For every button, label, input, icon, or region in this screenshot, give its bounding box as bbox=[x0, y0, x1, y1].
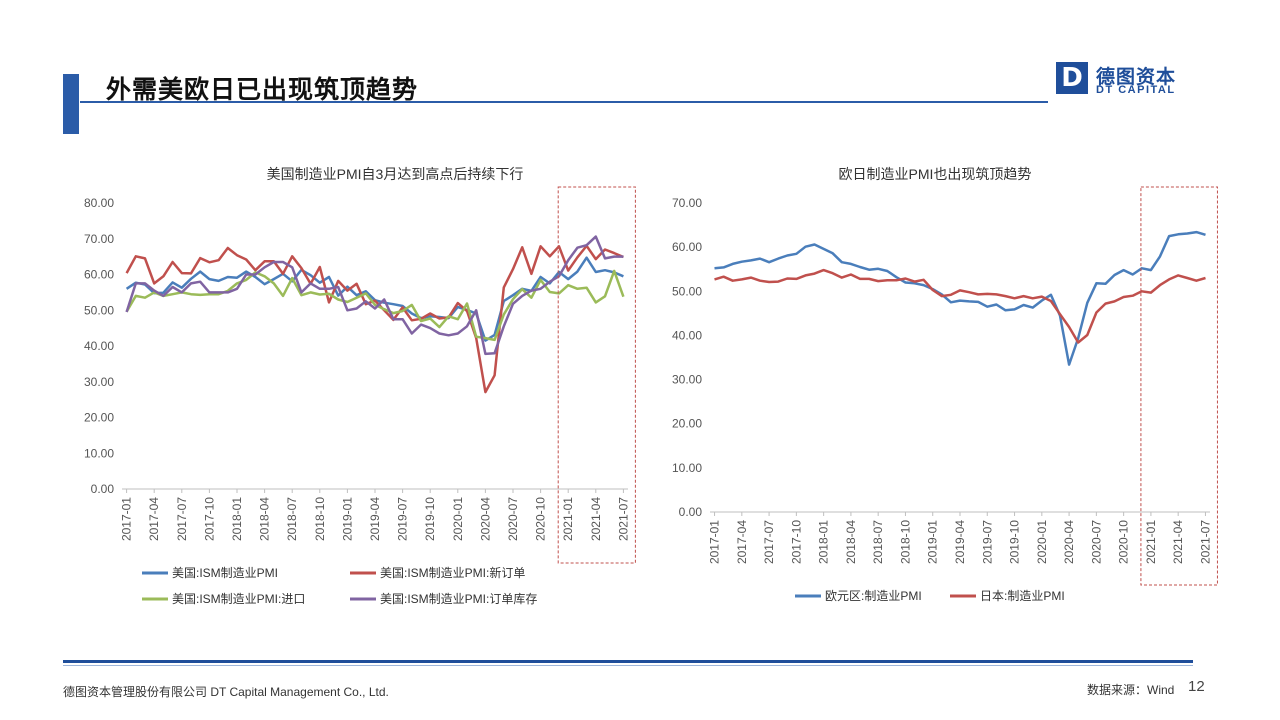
x-tick-label: 2019-10 bbox=[423, 497, 437, 541]
x-tick-label: 2020-01 bbox=[451, 497, 465, 541]
y-tick-label: 60.00 bbox=[672, 240, 702, 254]
us-pmi-chart: 0.00 10.00 20.00 30.00 40.00 50.00 60.00 70.00 8… bbox=[84, 186, 636, 606]
logo-english-name: DT CAPITAL bbox=[1096, 84, 1176, 96]
highlight-box bbox=[1140, 186, 1218, 586]
x-tick-label: 2021-04 bbox=[589, 497, 603, 541]
x-tick-label: 2018-10 bbox=[898, 520, 912, 564]
y-tick-label: 10.00 bbox=[84, 446, 114, 460]
y-tick-label: 30.00 bbox=[672, 373, 702, 387]
x-tick-label: 2019-04 bbox=[953, 520, 967, 564]
x-tick-label: 2021-04 bbox=[1171, 520, 1185, 564]
x-tick-label: 2021-01 bbox=[1144, 520, 1158, 564]
x-tick-label: 2018-07 bbox=[285, 497, 299, 541]
logo-chinese-name: 德图资本 bbox=[1096, 67, 1177, 88]
x-tick-label: 2020-07 bbox=[1089, 520, 1103, 564]
y-tick-label: 0.00 bbox=[679, 505, 703, 519]
x-tick-label: 2019-01 bbox=[340, 497, 354, 541]
right-chart-title: 欧日制造业PMI也出现筑顶趋势 bbox=[838, 166, 1032, 182]
x-tick-label: 2017-01 bbox=[708, 520, 722, 564]
x-tick-label: 2017-04 bbox=[147, 497, 161, 541]
legend-label: 美国:ISM制造业PMI bbox=[172, 566, 278, 580]
footer-source: 数据来源：Wind bbox=[1087, 683, 1175, 697]
legend-label: 欧元区:制造业PMI bbox=[825, 589, 922, 603]
eu-japan-pmi-chart: 0.00 10.00 20.00 30.00 40.00 50.00 60.00 70.00 2… bbox=[672, 186, 1218, 603]
legend-label: 美国:ISM制造业PMI:订单库存 bbox=[380, 591, 537, 606]
x-tick-label: 2021-01 bbox=[561, 497, 575, 541]
y-tick-label: 40.00 bbox=[672, 328, 702, 342]
x-tick-label: 2021-07 bbox=[1198, 520, 1212, 564]
x-tick-label: 2018-10 bbox=[313, 497, 327, 541]
x-tick-label: 2020-04 bbox=[478, 497, 492, 541]
y-tick-label: 80.00 bbox=[84, 196, 114, 210]
x-tick-label: 2020-10 bbox=[534, 497, 548, 541]
x-tick-label: 2018-07 bbox=[871, 520, 885, 564]
highlight-box bbox=[557, 186, 636, 564]
footer-rule-thin bbox=[63, 665, 1193, 666]
x-tick-label: 2017-10 bbox=[789, 520, 803, 564]
x-tick-label: 2020-04 bbox=[1062, 520, 1076, 564]
y-tick-label: 0.00 bbox=[91, 482, 115, 496]
y-tick-label: 70.00 bbox=[672, 196, 702, 210]
legend-label: 日本:制造业PMI bbox=[980, 589, 1065, 603]
x-tick-label: 2018-04 bbox=[844, 520, 858, 564]
x-tick-label: 2017-07 bbox=[762, 520, 776, 564]
y-tick-label: 50.00 bbox=[672, 284, 702, 298]
legend-label: 美国:ISM制造业PMI:新订单 bbox=[380, 565, 525, 580]
x-tick-label: 2020-10 bbox=[1117, 520, 1131, 564]
x-tick-label: 2019-07 bbox=[980, 520, 994, 564]
title-underline bbox=[80, 101, 1048, 103]
y-tick-label: 40.00 bbox=[84, 339, 114, 353]
x-tick-label: 2019-04 bbox=[368, 497, 382, 541]
x-tick-label: 2021-07 bbox=[616, 497, 630, 541]
page-number: 12 bbox=[1188, 678, 1205, 695]
x-tick-label: 2020-01 bbox=[1035, 520, 1049, 564]
left-chart-title: 美国制造业PMI自3月达到高点后持续下行 bbox=[266, 166, 524, 182]
y-tick-label: 60.00 bbox=[84, 268, 114, 282]
x-tick-label: 2018-01 bbox=[817, 520, 831, 564]
y-tick-label: 30.00 bbox=[84, 375, 114, 389]
x-tick-label: 2018-04 bbox=[258, 497, 272, 541]
series-line-1 bbox=[125, 256, 624, 342]
legend-label: 美国:ISM制造业PMI:进口 bbox=[172, 592, 305, 606]
y-tick-label: 20.00 bbox=[84, 411, 114, 425]
series-line-2 bbox=[125, 244, 624, 394]
series-line-1 bbox=[714, 230, 1206, 366]
title-accent-bar bbox=[63, 74, 79, 134]
y-tick-label: 70.00 bbox=[84, 232, 114, 246]
logo-mark: D bbox=[1056, 62, 1088, 94]
x-tick-label: 2020-07 bbox=[506, 497, 520, 541]
x-tick-label: 2019-07 bbox=[396, 497, 410, 541]
x-tick-label: 2019-01 bbox=[926, 520, 940, 564]
x-tick-label: 2017-01 bbox=[120, 497, 134, 541]
series-line-2 bbox=[714, 268, 1206, 344]
x-tick-label: 2017-10 bbox=[202, 497, 216, 541]
series-line-4 bbox=[125, 235, 624, 356]
y-tick-label: 50.00 bbox=[84, 303, 114, 317]
x-tick-label: 2019-10 bbox=[1008, 520, 1022, 564]
page-title: 外需美欧日已出现筑顶趋势 bbox=[106, 76, 419, 104]
y-tick-label: 20.00 bbox=[672, 417, 702, 431]
footer-rule bbox=[63, 660, 1193, 663]
x-tick-label: 2017-04 bbox=[735, 520, 749, 564]
x-tick-label: 2018-01 bbox=[230, 497, 244, 541]
series-line-3 bbox=[125, 269, 625, 342]
footer-company: 德图资本管理股份有限公司 DT Capital Management Co., … bbox=[63, 685, 389, 699]
y-tick-label: 10.00 bbox=[672, 461, 702, 475]
x-tick-label: 2017-07 bbox=[175, 497, 189, 541]
